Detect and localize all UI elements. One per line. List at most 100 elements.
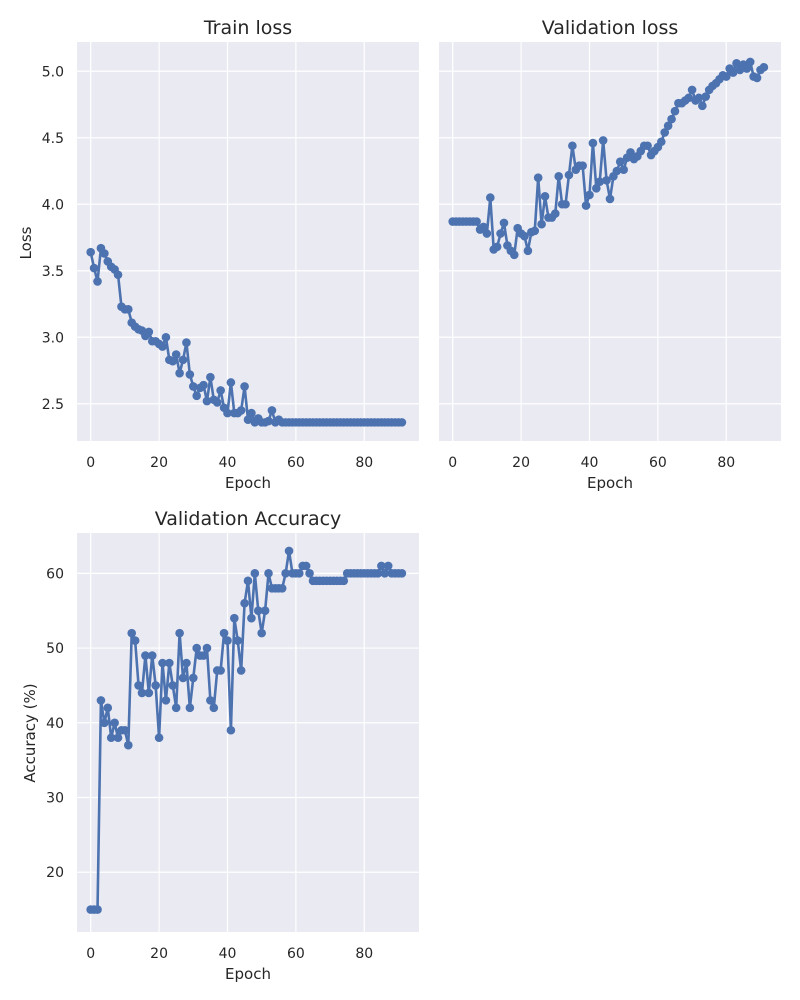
train-data-point (247, 408, 256, 418)
train-x-tick-label: 0 (86, 455, 95, 471)
train-data-point (216, 386, 225, 395)
valacc-data-point (110, 718, 119, 728)
valloss-data-point (612, 166, 622, 176)
valacc-data-point (144, 688, 154, 698)
valloss-data-point (537, 219, 546, 229)
valloss-data-point (732, 58, 741, 68)
valloss-data-point (561, 199, 570, 209)
valacc-x-tick-label: 40 (219, 946, 237, 962)
train-data-point (158, 342, 167, 351)
train-data-point (212, 398, 222, 407)
train-data-point (199, 380, 208, 390)
valloss-data-point (540, 191, 550, 201)
valloss-plot-area (439, 42, 781, 441)
valacc-data-point (100, 718, 109, 728)
valacc-data-point (106, 733, 116, 743)
train-data-point (188, 382, 198, 391)
train-y-tick-label: 4.0 (42, 197, 64, 213)
valloss-data-point (694, 93, 704, 103)
valloss-data-point (660, 128, 670, 137)
train-data-point (240, 382, 249, 391)
train-data-point (185, 370, 195, 379)
valacc-data-point (137, 688, 147, 698)
train-data-point (93, 277, 102, 286)
valloss-x-tick-label: 60 (649, 455, 667, 471)
valloss-data-point (657, 137, 666, 147)
valacc-data-point (188, 673, 198, 683)
train-data-point (192, 391, 201, 401)
valacc-y-tick-label: 20 (46, 865, 64, 881)
valacc-y-tick-label: 60 (46, 566, 64, 582)
valacc-data-point (209, 703, 219, 713)
valloss-data-point (592, 184, 601, 193)
valacc-data-point (339, 576, 349, 586)
valacc-data-point (226, 725, 236, 735)
valacc-data-point (168, 681, 178, 690)
valloss-data-point (615, 157, 625, 166)
valloss-x-tick-label: 80 (717, 455, 735, 471)
validation-loss-xlabel: Epoch (587, 474, 633, 492)
valloss-data-point (578, 161, 587, 170)
train-plot-area (77, 42, 419, 441)
valloss-data-point (509, 250, 519, 260)
valacc-data-point (182, 658, 191, 668)
valacc-data-point (171, 703, 181, 713)
valacc-plot-area (77, 533, 419, 932)
valloss-data-point (496, 229, 505, 238)
valacc-data-point (240, 598, 249, 608)
valacc-data-point (154, 733, 164, 743)
valloss-data-point (721, 72, 731, 81)
valacc-y-tick-label: 30 (46, 791, 64, 807)
train-data-point (223, 408, 232, 418)
valacc-data-point (223, 636, 232, 645)
valloss-data-point (626, 148, 635, 157)
valloss-data-point (701, 92, 711, 101)
train-data-point (226, 378, 236, 387)
valacc-data-point (295, 569, 304, 578)
valloss-data-point (492, 242, 502, 252)
valacc-data-point (206, 696, 215, 705)
valloss-data-point (605, 194, 615, 204)
valacc-data-point (373, 569, 383, 578)
valacc-data-point (397, 569, 407, 578)
train-data-point (243, 415, 253, 425)
valacc-data-point (161, 696, 171, 705)
valacc-x-tick-label: 80 (355, 946, 373, 962)
valloss-x-tick-label: 40 (581, 455, 599, 471)
valacc-data-point (141, 651, 150, 660)
validation-accuracy-title: Validation Accuracy (155, 508, 342, 530)
validation-accuracy-panel: Validation Accuracy Epoch Accuracy (%) 0… (21, 508, 419, 983)
valacc-data-point (284, 546, 294, 556)
valacc-data-point (130, 636, 140, 645)
train-data-point (182, 338, 191, 347)
valloss-data-point (684, 93, 693, 103)
valacc-data-point (199, 651, 208, 660)
valloss-data-point (687, 85, 697, 95)
validation-accuracy-ylabel: Accuracy (%) (21, 683, 39, 782)
train-data-point (267, 406, 277, 415)
valloss-data-point (585, 190, 594, 200)
valacc-data-point (151, 681, 160, 690)
train-data-point (397, 418, 407, 427)
valacc-data-point (192, 643, 201, 653)
valacc-data-point (247, 613, 256, 623)
valacc-data-point (253, 606, 263, 616)
valloss-data-point (663, 121, 673, 131)
valacc-data-point (277, 583, 287, 593)
valloss-x-tick-label: 20 (512, 455, 530, 471)
train-loss-ylabel: Loss (17, 226, 35, 259)
validation-loss-title: Validation loss (542, 17, 679, 39)
valacc-x-tick-label: 0 (86, 946, 95, 962)
valacc-data-point (165, 658, 174, 668)
valloss-data-point (759, 62, 769, 72)
valloss-data-point (564, 170, 574, 180)
train-y-tick-label: 4.5 (42, 131, 64, 147)
valloss-data-point (602, 176, 611, 185)
validation-loss-panel: Validation loss Epoch 0 20 40 60 80 (439, 17, 781, 492)
train-data-point (202, 396, 212, 406)
valloss-data-point (499, 218, 509, 228)
valloss-data-point (745, 57, 755, 67)
valacc-y-tick-label: 50 (46, 641, 64, 657)
train-data-point (86, 247, 95, 257)
train-data-point (124, 305, 133, 314)
